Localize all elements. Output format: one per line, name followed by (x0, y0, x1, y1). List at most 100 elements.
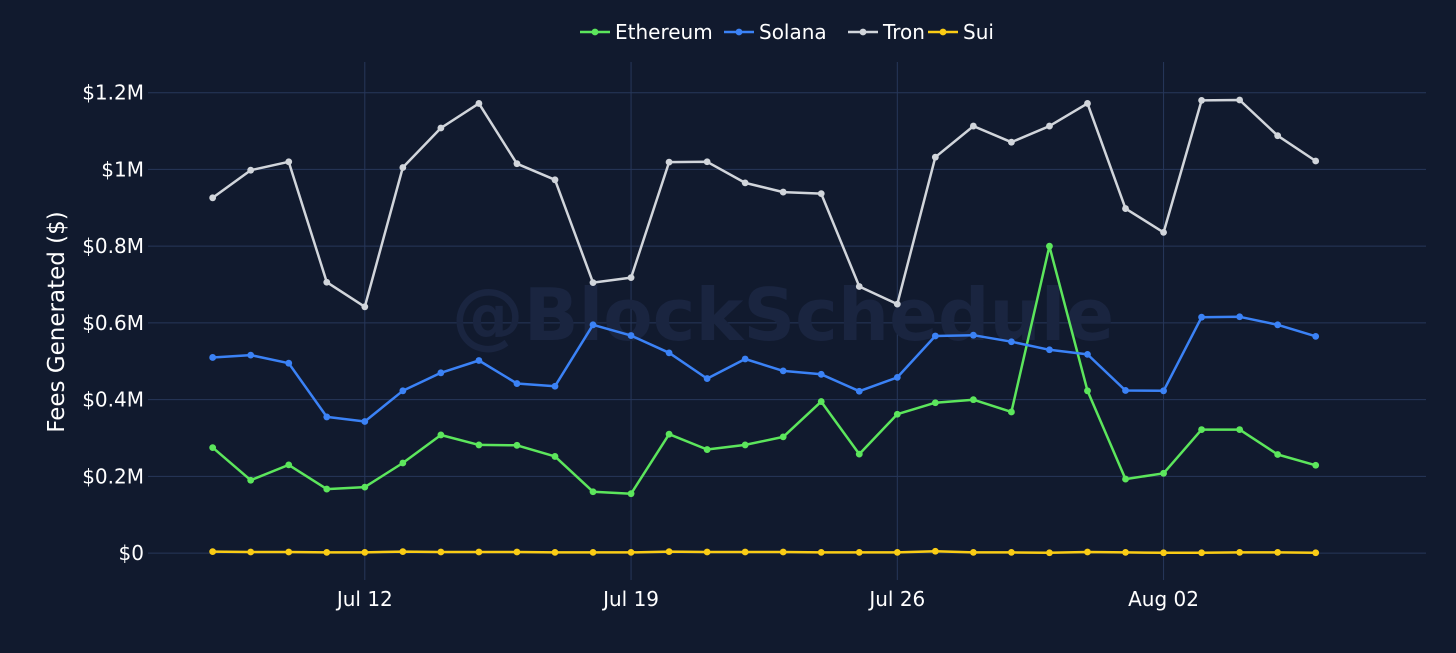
data-point (1046, 242, 1053, 250)
watermark: @BlockSchedule (452, 273, 1115, 357)
data-point (1312, 332, 1320, 340)
data-point (1084, 548, 1091, 556)
data-point (969, 122, 977, 130)
data-point (247, 166, 255, 174)
data-point (589, 548, 597, 556)
y-tick-label: $0.8M (82, 234, 144, 258)
data-point (209, 548, 217, 556)
data-point (589, 279, 597, 287)
data-point (247, 476, 255, 484)
data-point (627, 548, 635, 556)
data-point (969, 396, 977, 404)
data-point (1084, 350, 1091, 358)
data-point (323, 278, 331, 286)
y-tick-label: $0.2M (82, 464, 144, 488)
data-point (817, 548, 825, 556)
data-point (1008, 138, 1015, 146)
data-point (1160, 549, 1167, 557)
data-point (665, 430, 673, 438)
data-point (1160, 387, 1167, 395)
data-point (475, 357, 483, 364)
data-point (969, 331, 977, 339)
y-tick-label: $1M (101, 157, 144, 181)
x-tick-label: Aug 02 (1128, 587, 1199, 611)
y-tick-label: $0 (119, 541, 144, 565)
legend[interactable]: Ethereum Solana Tron Sui (580, 20, 994, 44)
data-point (703, 375, 711, 382)
legend-item-ethereum[interactable]: Ethereum (580, 20, 713, 44)
data-point (1084, 100, 1091, 107)
data-point (323, 485, 331, 493)
data-point (1236, 96, 1244, 104)
data-point (893, 300, 901, 308)
data-point (399, 387, 407, 395)
data-point (741, 548, 749, 556)
y-axis-ticks: $0 $0.2M $0.4M $0.6M $0.8M $1M $1.2M (82, 81, 144, 565)
data-point (1236, 313, 1244, 321)
legend-swatch-marker (735, 28, 743, 36)
data-point (323, 548, 331, 556)
legend-item-solana[interactable]: Solana (724, 20, 827, 44)
data-point (209, 354, 217, 361)
data-point (361, 303, 369, 311)
data-point (513, 160, 521, 168)
data-point (703, 158, 711, 166)
data-point (1046, 549, 1053, 557)
data-point (1312, 157, 1320, 165)
data-point (1274, 321, 1282, 329)
data-point (1312, 461, 1320, 469)
data-point (399, 548, 407, 556)
data-point (855, 283, 863, 290)
data-point (1198, 549, 1205, 557)
legend-item-tron[interactable]: Tron (848, 20, 925, 44)
data-point (1236, 548, 1244, 556)
series-layer (209, 96, 1320, 557)
data-point (475, 548, 483, 556)
data-point (247, 548, 255, 556)
data-point (209, 194, 217, 202)
data-point (589, 488, 597, 496)
data-point (931, 547, 939, 555)
data-point (817, 398, 825, 405)
data-point (1008, 338, 1015, 346)
data-point (627, 274, 635, 282)
data-point (399, 164, 407, 171)
x-tick-label: Jul 12 (335, 587, 393, 611)
legend-item-sui[interactable]: Sui (928, 20, 994, 44)
data-point (551, 453, 559, 460)
data-point (1312, 549, 1320, 557)
x-axis-ticks: Jul 12 Jul 19 Jul 26 Aug 02 (335, 587, 1199, 611)
y-axis-title: Fees Generated ($) (44, 211, 70, 432)
legend-label: Solana (759, 20, 827, 44)
data-point (1122, 475, 1129, 483)
data-point (1274, 451, 1282, 458)
data-point (893, 548, 901, 556)
data-point (779, 367, 787, 375)
data-point (855, 450, 863, 458)
data-point (1198, 313, 1205, 321)
data-point (741, 355, 749, 363)
data-point (1198, 426, 1205, 433)
x-tick-label: Jul 26 (867, 587, 925, 611)
y-tick-label: $0.6M (82, 311, 144, 335)
data-point (703, 446, 711, 453)
data-point (893, 410, 901, 418)
data-point (1160, 228, 1167, 236)
data-point (513, 380, 521, 387)
data-point (665, 158, 673, 166)
data-point (399, 459, 407, 467)
data-point (285, 359, 293, 367)
legend-label: Ethereum (615, 20, 713, 44)
x-tick-label: Jul 19 (601, 587, 659, 611)
data-point (285, 461, 293, 469)
data-point (209, 444, 217, 452)
legend-label: Tron (882, 20, 925, 44)
legend-swatch-marker (591, 28, 599, 36)
data-point (437, 431, 445, 439)
data-point (817, 370, 825, 378)
data-point (855, 548, 863, 556)
data-point (1274, 132, 1282, 140)
data-point (1122, 387, 1129, 394)
y-tick-label: $0.4M (82, 388, 144, 412)
